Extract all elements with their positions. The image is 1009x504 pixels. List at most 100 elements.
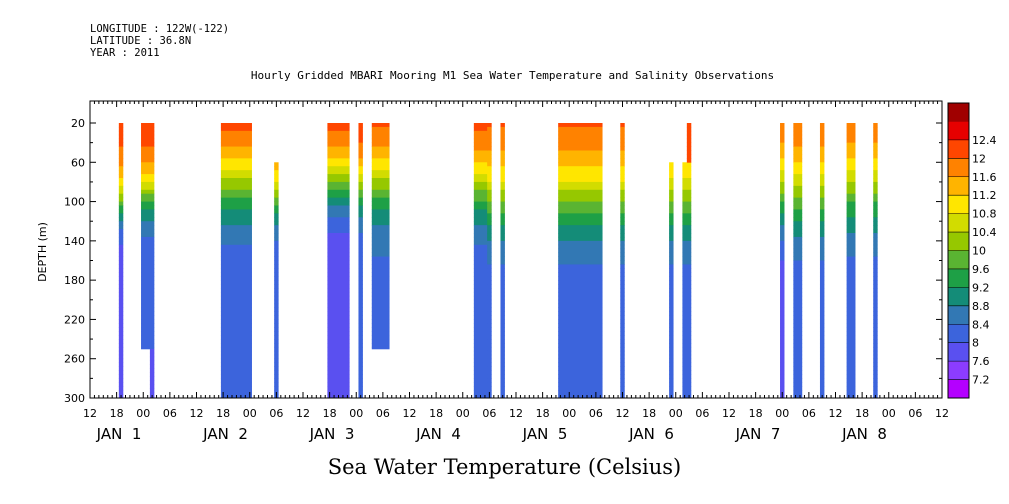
data-cell (220, 154, 252, 159)
data-cell (220, 240, 252, 246)
data-cell (358, 205, 363, 210)
data-cell (558, 284, 603, 289)
data-cell (118, 162, 124, 167)
data-cell (371, 146, 390, 151)
data-cell (558, 158, 603, 163)
data-cell (274, 233, 279, 238)
data-cell (487, 315, 492, 320)
data-cell (780, 248, 785, 254)
data-cell (220, 339, 252, 344)
data-cell (819, 315, 825, 320)
data-cell (682, 217, 692, 222)
data-cell (846, 134, 856, 140)
data-cell (327, 378, 350, 383)
data-cell (620, 272, 625, 277)
data-cell (500, 295, 505, 301)
data-cell (620, 138, 625, 144)
data-cell (371, 126, 390, 132)
data-cell (873, 288, 878, 293)
data-cell (558, 370, 603, 375)
data-cell (873, 350, 878, 356)
data-cell (558, 213, 603, 218)
data-cell (487, 256, 492, 261)
data-cell (274, 370, 279, 375)
data-cell (819, 288, 825, 293)
data-cell (487, 319, 492, 324)
data-cell (327, 390, 350, 395)
data-cell (620, 225, 625, 230)
data-cell (500, 213, 505, 218)
data-cell (220, 343, 252, 348)
data-cell (487, 350, 492, 356)
data-cell (793, 362, 803, 367)
data-cell (620, 315, 625, 320)
data-cell (682, 233, 692, 238)
data-cell (274, 193, 279, 199)
data-cell (274, 209, 279, 214)
x-tick-label: 06 (482, 407, 496, 420)
data-cell (220, 185, 252, 191)
data-cell (819, 236, 825, 242)
data-cell (118, 339, 124, 344)
data-cell (558, 264, 603, 269)
data-cell (846, 197, 856, 202)
data-cell (500, 240, 505, 246)
data-cell (487, 150, 492, 155)
data-cell (141, 134, 155, 140)
data-cell (780, 272, 785, 277)
data-cell (118, 236, 124, 242)
data-cell (682, 323, 692, 328)
colorbar-swatch (948, 103, 969, 122)
data-cell (149, 392, 155, 397)
data-cell (873, 142, 878, 147)
data-cell (500, 382, 505, 387)
data-cell (149, 356, 155, 362)
data-cell (873, 162, 878, 167)
data-cell (500, 374, 505, 379)
colorbar-tick-label: 8.4 (972, 318, 990, 331)
data-cell (487, 248, 492, 254)
data-cell (487, 354, 492, 360)
data-cell (220, 268, 252, 273)
data-cell (793, 146, 803, 151)
data-cell (327, 134, 350, 140)
data-cell (780, 280, 785, 285)
data-cell (846, 126, 856, 132)
data-cell (669, 350, 674, 356)
data-cell (780, 323, 785, 328)
data-cell (327, 335, 350, 340)
data-cell (682, 221, 692, 226)
x-tick-label: 00 (136, 407, 150, 420)
data-cell (473, 252, 492, 257)
data-cell (780, 331, 785, 336)
data-cell (558, 331, 603, 336)
data-cell (473, 335, 492, 340)
data-cell (371, 307, 390, 312)
data-cell (473, 138, 492, 144)
data-cell (669, 280, 674, 285)
data-cell (620, 236, 625, 242)
data-cell (118, 378, 124, 383)
data-cell (327, 252, 350, 257)
data-cell (780, 378, 785, 383)
data-cell (487, 343, 492, 348)
data-cell (274, 221, 279, 226)
data-cell (620, 382, 625, 387)
colorbar-swatch (948, 139, 969, 159)
data-cell (487, 205, 492, 210)
data-cell (682, 335, 692, 340)
data-cell (558, 366, 603, 371)
data-cell (846, 174, 856, 179)
data-cell (371, 319, 390, 324)
data-cell (669, 315, 674, 320)
data-cell (473, 390, 492, 395)
data-cell (141, 221, 155, 226)
data-cell (558, 268, 603, 273)
data-cell (793, 134, 803, 140)
data-cell (793, 185, 803, 191)
data-cell (793, 174, 803, 179)
data-cell (220, 130, 252, 136)
data-cell (371, 346, 390, 350)
date-label: JAN 3 (309, 425, 355, 443)
data-cell (473, 268, 492, 273)
